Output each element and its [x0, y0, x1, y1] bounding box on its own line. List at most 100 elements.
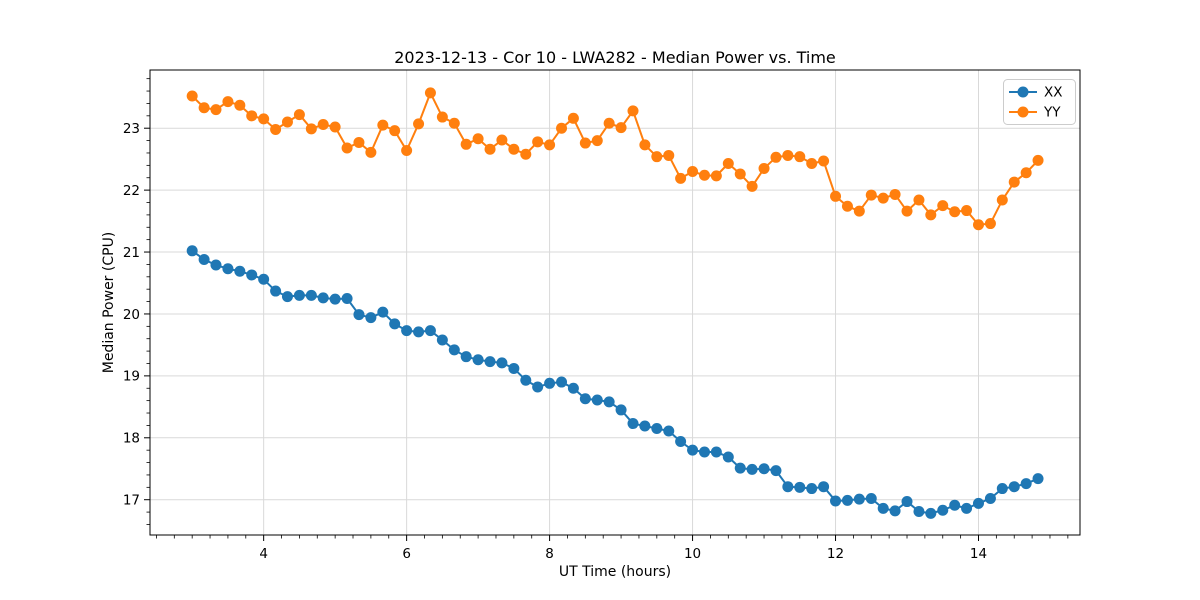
data-point-xx: [1020, 478, 1032, 490]
data-point-yy: [806, 158, 818, 169]
data-point-xx: [675, 436, 687, 447]
legend-marker-xx: [1017, 86, 1029, 98]
data-point-xx: [544, 377, 556, 389]
data-point-xx: [913, 505, 925, 517]
data-point-xx: [615, 404, 627, 416]
data-point-xx: [865, 492, 877, 504]
x-axis-label: UT Time (hours): [559, 564, 671, 580]
data-point-yy: [436, 111, 448, 123]
series-xx: [186, 245, 1044, 519]
data-point-xx: [460, 351, 472, 363]
x-tick-label: 10: [684, 546, 701, 562]
data-point-xx: [186, 245, 198, 257]
data-point-xx: [734, 462, 746, 474]
legend-label-yy: YY: [1043, 105, 1061, 121]
data-point-xx: [317, 292, 329, 304]
data-point-yy: [1032, 154, 1044, 166]
data-point-yy: [1020, 167, 1032, 179]
y-axis-label: Median Power (CPU): [101, 232, 117, 374]
data-point-xx: [567, 382, 579, 394]
data-point-xx: [389, 318, 401, 330]
data-point-xx: [925, 507, 937, 519]
data-point-yy: [651, 151, 663, 163]
y-tick-label: 23: [123, 121, 140, 137]
data-point-xx: [591, 394, 603, 406]
x-tick-labels: 4 6 8 10 12 14: [259, 546, 987, 562]
data-point-xx: [484, 356, 496, 368]
data-point-xx: [293, 289, 305, 301]
data-point-xx: [996, 483, 1008, 495]
data-point-yy: [687, 166, 699, 178]
data-point-yy: [317, 118, 329, 130]
data-point-yy: [984, 218, 996, 230]
y-tick-label: 22: [123, 183, 140, 199]
data-point-yy: [305, 123, 317, 135]
data-point-xx: [853, 493, 865, 505]
data-point-yy: [841, 200, 853, 212]
data-point-yy: [1008, 176, 1020, 188]
data-point-yy: [961, 205, 973, 217]
data-point-xx: [639, 420, 651, 432]
data-point-yy: [222, 96, 234, 108]
data-point-xx: [413, 326, 425, 338]
data-point-xx: [556, 376, 568, 388]
x-tick-label: 12: [827, 546, 844, 562]
data-point-xx: [270, 285, 282, 297]
data-point-yy: [937, 200, 949, 212]
data-point-yy: [615, 122, 627, 134]
x-tick-label: 4: [259, 546, 268, 562]
data-point-yy: [794, 151, 806, 163]
data-point-xx: [901, 496, 913, 508]
data-point-yy: [758, 162, 770, 174]
data-point-yy: [734, 168, 746, 180]
data-point-yy: [377, 119, 389, 131]
data-point-yy: [901, 205, 913, 217]
data-point-yy: [198, 102, 210, 114]
data-point-xx: [937, 504, 949, 516]
data-point-xx: [508, 362, 520, 374]
data-point-yy: [972, 219, 984, 231]
data-point-xx: [520, 374, 532, 386]
data-point-xx: [818, 481, 830, 493]
data-point-xx: [770, 465, 782, 477]
data-point-yy: [710, 170, 722, 182]
data-point-yy: [484, 143, 496, 155]
data-point-yy: [353, 136, 365, 148]
data-point-yy: [532, 136, 544, 148]
data-point-yy: [281, 116, 293, 128]
data-point-xx: [782, 481, 794, 493]
data-point-yy: [293, 109, 305, 121]
x-tick-label: 6: [402, 546, 411, 562]
x-tick-label: 14: [970, 546, 987, 562]
data-point-yy: [579, 137, 591, 149]
data-point-xx: [258, 273, 270, 285]
data-point-xx: [401, 325, 413, 337]
data-point-yy: [556, 122, 568, 134]
data-point-xx: [877, 502, 889, 514]
data-point-xx: [603, 396, 615, 408]
data-point-yy: [639, 139, 651, 151]
data-point-xx: [198, 253, 210, 265]
data-point-yy: [603, 117, 615, 129]
data-point-xx: [377, 306, 389, 318]
y-tick-label: 21: [123, 245, 140, 261]
legend: XX YY: [1003, 79, 1076, 125]
data-point-xx: [353, 309, 365, 321]
data-point-yy: [270, 123, 282, 135]
data-point-xx: [830, 495, 842, 507]
legend-box: [1003, 79, 1076, 125]
data-point-yy: [830, 190, 842, 202]
y-tick-label: 17: [123, 493, 140, 509]
data-point-yy: [424, 87, 436, 99]
data-point-xx: [961, 502, 973, 514]
chart-title: 2023-12-13 - Cor 10 - LWA282 - Median Po…: [394, 48, 836, 67]
data-point-xx: [949, 499, 961, 511]
data-point-xx: [281, 291, 293, 303]
data-point-xx: [579, 393, 591, 405]
data-point-yy: [186, 90, 198, 102]
data-point-yy: [472, 133, 484, 145]
data-point-xx: [710, 446, 722, 458]
data-point-yy: [567, 112, 579, 124]
